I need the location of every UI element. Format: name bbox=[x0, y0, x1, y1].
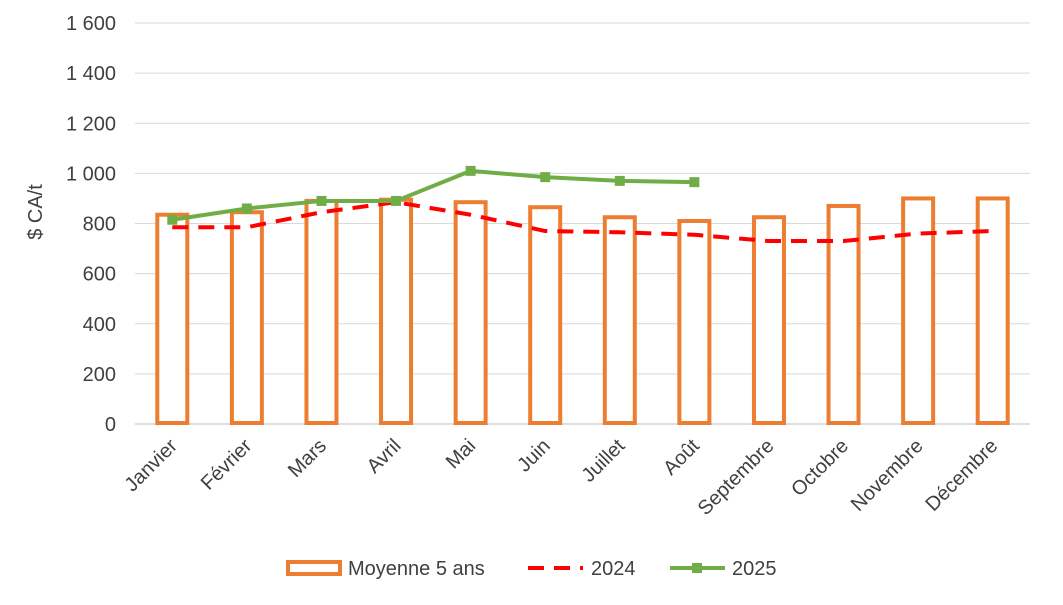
y-tick-label: 1 200 bbox=[66, 113, 116, 135]
legend: Moyenne 5 ans 2024 2025 bbox=[286, 558, 777, 580]
x-tick-label: Février bbox=[197, 435, 257, 495]
bar-series bbox=[155, 196, 1010, 425]
bar bbox=[751, 215, 786, 425]
legend-label: 2024 bbox=[591, 558, 636, 580]
bar bbox=[528, 205, 563, 425]
bar bbox=[379, 197, 414, 425]
point-marker bbox=[689, 177, 700, 188]
bar bbox=[155, 212, 190, 425]
y-tick-label: 800 bbox=[83, 214, 116, 236]
series-line-2024 bbox=[172, 200, 993, 244]
bar bbox=[677, 218, 712, 425]
x-tick-label: Décembre bbox=[921, 435, 1002, 516]
bar bbox=[453, 200, 488, 425]
point-marker bbox=[465, 165, 476, 176]
bar bbox=[229, 210, 264, 425]
bar bbox=[602, 215, 637, 425]
bar bbox=[975, 196, 1010, 425]
y-tick-label: 1 600 bbox=[66, 13, 116, 35]
point-marker bbox=[540, 172, 551, 183]
x-tick-label: Juin bbox=[513, 435, 555, 477]
series-line-2025 bbox=[171, 168, 695, 222]
y-tick-label: 200 bbox=[83, 364, 116, 386]
line-series bbox=[167, 165, 993, 244]
gridlines bbox=[135, 22, 1030, 425]
x-tick-label: Janvier bbox=[121, 435, 182, 496]
point-marker bbox=[241, 203, 252, 214]
legend-label: 2025 bbox=[732, 558, 777, 580]
y-tick-label: 600 bbox=[83, 264, 116, 286]
legend-label: Moyenne 5 ans bbox=[348, 558, 485, 580]
y-tick-label: 400 bbox=[83, 314, 116, 336]
point-marker bbox=[167, 214, 178, 225]
legend-marker bbox=[692, 563, 702, 573]
y-tick-label: 1 000 bbox=[66, 163, 116, 185]
x-tick-label: Août bbox=[659, 435, 704, 480]
point-marker bbox=[614, 175, 625, 186]
legend-swatch bbox=[286, 560, 342, 576]
y-tick-label: 0 bbox=[105, 414, 116, 436]
y-axis-title: $ CA/t bbox=[25, 184, 47, 240]
point-marker bbox=[316, 195, 327, 206]
x-tick-label: Septembre bbox=[694, 435, 779, 520]
y-tick-label: 1 400 bbox=[66, 63, 116, 85]
x-tick-label: Novembre bbox=[847, 435, 928, 516]
x-tick-label: Juillet bbox=[578, 435, 630, 487]
x-tick-label: Octobre bbox=[787, 435, 853, 501]
point-marker bbox=[391, 195, 402, 206]
x-tick-label: Mai bbox=[442, 435, 480, 473]
x-tick-label: Avril bbox=[363, 435, 406, 478]
bar bbox=[304, 198, 339, 425]
x-tick-label: Mars bbox=[284, 435, 331, 482]
